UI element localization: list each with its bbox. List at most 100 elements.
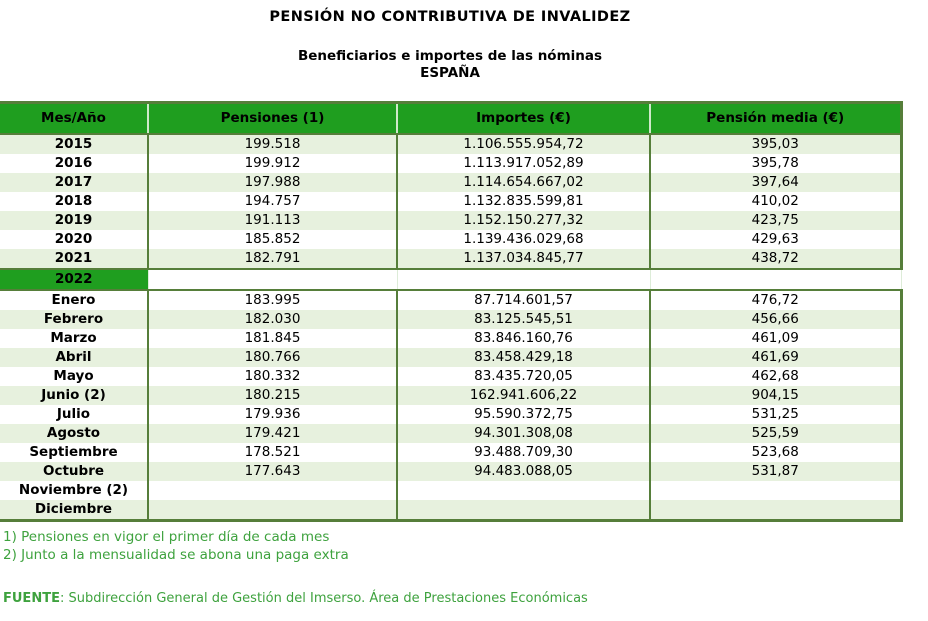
table-row-2022: 2022 (0, 267, 902, 291)
table-row-2019: 2019 191.113 1.152.150.277,32 423,75 (0, 210, 903, 230)
table-row-month-7: Julio 179.936 95.590.372,75 531,25 (0, 404, 903, 424)
table-row-2015: 2015 199.518 1.106.555.954,72 395,03 (0, 133, 903, 154)
table-row-month-10: Octubre 177.643 94.483.088,05 531,87 (0, 461, 903, 481)
row-label: 2019 (0, 210, 148, 230)
cell-importes: 1.152.150.277,32 (396, 210, 650, 230)
page-title: PENSIÓN NO CONTRIBUTIVA DE INVALIDEZ (269, 9, 631, 25)
cell-pensiones (147, 499, 397, 522)
column-header-pension-media: Pensión media (€) (649, 101, 903, 135)
row-label: Marzo (50, 329, 97, 346)
cell-pensiones: 178.521 (147, 442, 397, 462)
cell-importes: 162.941.606,22 (396, 385, 650, 405)
row-label: Junio (2) (0, 385, 148, 405)
cell-importes (396, 499, 650, 522)
row-label: 2020 (54, 230, 93, 247)
cell-pension-media: 410,02 (649, 191, 903, 211)
table-row-month-8: Agosto 179.421 94.301.308,08 525,59 (0, 423, 903, 443)
table-row-month-2: Febrero 182.030 83.125.545,51 456,66 (0, 309, 903, 329)
cell-importes: 83.846.160,76 (396, 328, 650, 348)
cell-pensiones (147, 267, 397, 291)
cell-pensiones: 180.215 (147, 385, 397, 405)
cell-pension-media: 904,15 (649, 385, 903, 405)
table-row-2017: 2017 197.988 1.114.654.667,02 397,64 (0, 172, 903, 192)
cell-importes: 93.488.709,30 (396, 442, 650, 462)
cell-importes: 1.114.654.667,02 (396, 172, 650, 192)
table-row-month-4: Abril 180.766 83.458.429,18 461,69 (0, 347, 903, 367)
table-header: Mes/Año Pensiones (1) Importes (€) Pensi… (0, 101, 903, 135)
cell-pensiones: 181.845 (147, 328, 397, 348)
row-label: Abril (0, 347, 148, 367)
cell-pensiones: 182.030 (147, 309, 397, 329)
cell-pension-media: 423,75 (649, 210, 903, 230)
title-block: PENSIÓN NO CONTRIBUTIVA DE INVALIDEZ Ben… (0, 0, 900, 81)
cell-importes (396, 480, 650, 500)
cell-pensiones: 183.995 (147, 289, 397, 310)
cell-importes: 1.137.034.845,77 (396, 248, 650, 269)
row-label: Octubre (0, 461, 148, 481)
pension-table: Mes/Año Pensiones (1) Importes (€) Pensi… (0, 101, 903, 522)
cell-pension-media: 456,66 (649, 309, 903, 329)
cell-pension-media: 476,72 (649, 289, 903, 310)
table-row-2021: 2021 182.791 1.137.034.845,77 438,72 (0, 248, 903, 269)
cell-pensiones (147, 480, 397, 500)
cell-pension-media (649, 480, 903, 500)
cell-importes (396, 267, 650, 291)
cell-importes: 83.435.720,05 (396, 366, 650, 386)
table-row-month-11: Noviembre (2) (0, 480, 903, 500)
cell-pension-media: 461,69 (649, 347, 903, 367)
source-text: : Subdirección General de Gestión del Im… (59, 590, 588, 606)
cell-pensiones: 179.421 (147, 423, 397, 443)
cell-importes: 1.132.835.599,81 (396, 191, 650, 211)
cell-importes: 94.301.308,08 (396, 423, 650, 443)
row-label: 2021 (0, 248, 148, 269)
cell-pension-media: 462,68 (649, 366, 903, 386)
cell-importes: 1.139.436.029,68 (396, 229, 650, 249)
table-row-month-3: Marzo 181.845 83.846.160,76 461,09 (0, 328, 903, 348)
cell-importes: 1.113.917.052,89 (396, 153, 650, 173)
footnote-2: 2) Junto a la mensualidad se abona una p… (3, 546, 349, 563)
table-row-month-5: Mayo 180.332 83.435.720,05 462,68 (0, 366, 903, 386)
cell-pension-media: 395,03 (649, 133, 903, 154)
cell-pensiones: 182.791 (147, 248, 397, 269)
cell-pension-media: 438,72 (649, 248, 903, 269)
cell-importes: 87.714.601,57 (396, 289, 650, 310)
row-label: Mayo (53, 367, 94, 384)
row-label: Diciembre (0, 499, 148, 522)
cell-pensiones: 179.936 (147, 404, 397, 424)
table-row-month-1: Enero 183.995 87.714.601,57 476,72 (0, 289, 903, 310)
row-label: Noviembre (2) (18, 481, 129, 498)
table-row-month-9: Septiembre 178.521 93.488.709,30 523,68 (0, 442, 903, 462)
region-title: ESPAÑA (420, 65, 480, 81)
column-header-pensiones: Pensiones (1) (147, 101, 397, 135)
table-body: 2015 199.518 1.106.555.954,72 395,03 2016 199… (0, 133, 903, 522)
cell-pensiones: 177.643 (147, 461, 397, 481)
source-line: FUENTE: Subdirección General de Gestión … (3, 591, 928, 606)
cell-importes: 95.590.372,75 (396, 404, 650, 424)
row-label: 2018 (54, 192, 93, 209)
cell-importes: 1.106.555.954,72 (396, 133, 650, 154)
footnotes: 1) Pensiones en vigor el primer día de c… (3, 528, 928, 564)
cell-importes: 83.458.429,18 (396, 347, 650, 367)
footnote-1: 1) Pensiones en vigor el primer día de c… (3, 528, 330, 545)
row-label: Febrero (0, 309, 148, 329)
cell-pensiones: 191.113 (147, 210, 397, 230)
table-row-2016: 2016 199.912 1.113.917.052,89 395,78 (0, 153, 903, 173)
row-label: Septiembre (29, 443, 118, 460)
cell-pension-media: 461,09 (649, 328, 903, 348)
cell-pensiones: 180.766 (147, 347, 397, 367)
cell-pension-media (649, 499, 903, 522)
table-row-month-6: Junio (2) 180.215 162.941.606,22 904,15 (0, 385, 903, 405)
table-header-row: Mes/Año Pensiones (1) Importes (€) Pensi… (0, 101, 903, 135)
cell-pension-media: 429,63 (649, 229, 903, 249)
table-row-2018: 2018 194.757 1.132.835.599,81 410,02 (0, 191, 903, 211)
row-label: Julio (56, 405, 91, 422)
row-label: Enero (51, 291, 96, 308)
cell-importes: 83.125.545,51 (396, 309, 650, 329)
cell-pension-media: 523,68 (649, 442, 903, 462)
cell-pensiones: 199.518 (147, 133, 397, 154)
cell-pension-media: 397,64 (649, 172, 903, 192)
row-label: Agosto (0, 423, 148, 443)
column-header-mes-ano: Mes/Año (0, 101, 148, 135)
row-label: 2016 (54, 154, 93, 171)
row-label: 2022 (0, 267, 148, 291)
